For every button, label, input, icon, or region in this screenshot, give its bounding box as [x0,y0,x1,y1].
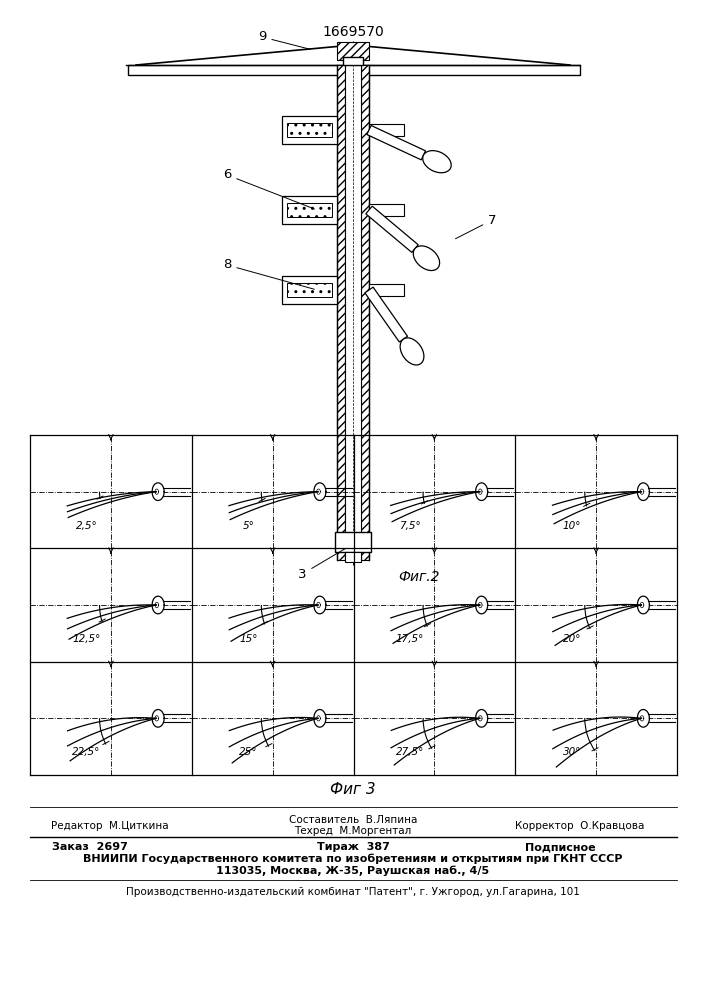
Bar [282,196,337,224]
Bar [369,284,404,296]
Bar [282,116,337,144]
Text: Техред  М.Моргентал: Техред М.Моргентал [294,826,411,836]
Text: 10°: 10° [563,521,581,531]
Text: 27,5°: 27,5° [396,747,424,757]
Polygon shape [152,483,164,500]
Polygon shape [476,710,488,727]
Polygon shape [314,596,326,614]
Text: Фиг.2: Фиг.2 [398,570,440,584]
Bar [282,276,337,304]
Text: 8: 8 [223,258,315,289]
Polygon shape [365,287,407,342]
Text: 17,5°: 17,5° [396,634,424,644]
Polygon shape [314,483,326,500]
Text: 6: 6 [223,168,315,209]
Text: Редактор  М.Циткина: Редактор М.Циткина [51,821,169,831]
Bar [337,42,369,60]
Text: Составитель  В.Ляпина: Составитель В.Ляпина [289,815,417,825]
Bar [345,65,361,560]
Polygon shape [638,483,650,500]
Bar [369,124,404,136]
Bar [337,65,345,560]
Bar [128,65,353,75]
Text: 30°: 30° [563,747,581,757]
Polygon shape [476,596,488,614]
Text: 9: 9 [258,30,310,49]
Text: 15°: 15° [239,634,257,644]
Text: 25°: 25° [239,747,257,757]
Text: 7: 7 [455,214,496,239]
Text: Фиг 3: Фиг 3 [330,782,376,798]
Polygon shape [314,710,326,727]
Text: 5°: 5° [243,521,255,531]
Ellipse shape [414,246,440,271]
Polygon shape [367,125,426,160]
Text: 1669570: 1669570 [322,25,384,39]
Text: 113035, Москва, Ж-35, Раушская наб., 4/5: 113035, Москва, Ж-35, Раушская наб., 4/5 [216,865,489,876]
Polygon shape [152,710,164,727]
Text: ВНИИПИ Государственного комитета по изобретениям и открытиям при ГКНТ СССР: ВНИИПИ Государственного комитета по изоб… [83,854,623,864]
Bar [369,204,404,216]
Bar [287,123,332,137]
Text: 20°: 20° [563,634,581,644]
Polygon shape [152,596,164,614]
Polygon shape [366,206,418,252]
Text: 22,5°: 22,5° [72,747,101,757]
Bar [355,65,580,75]
Polygon shape [476,483,488,500]
Text: 12,5°: 12,5° [72,634,101,644]
Polygon shape [638,596,650,614]
Text: Корректор  О.Кравцова: Корректор О.Кравцова [515,821,645,831]
Bar [335,532,371,552]
Bar [343,57,363,65]
Bar [287,283,332,297]
Ellipse shape [400,338,424,365]
Text: Производственно-издательский комбинат "Патент", г. Ужгород, ул.Гагарина, 101: Производственно-издательский комбинат "П… [126,887,580,897]
Polygon shape [638,710,650,727]
Bar [287,203,332,217]
Bar [345,552,361,562]
Text: Тираж  387: Тираж 387 [317,842,390,852]
Ellipse shape [423,151,451,173]
Text: 2,5°: 2,5° [76,521,98,531]
Text: 7,5°: 7,5° [399,521,421,531]
Text: 3: 3 [298,548,346,580]
Bar [361,65,369,560]
Text: Подписное: Подписное [525,842,595,852]
Text: Заказ  2697: Заказ 2697 [52,842,128,852]
